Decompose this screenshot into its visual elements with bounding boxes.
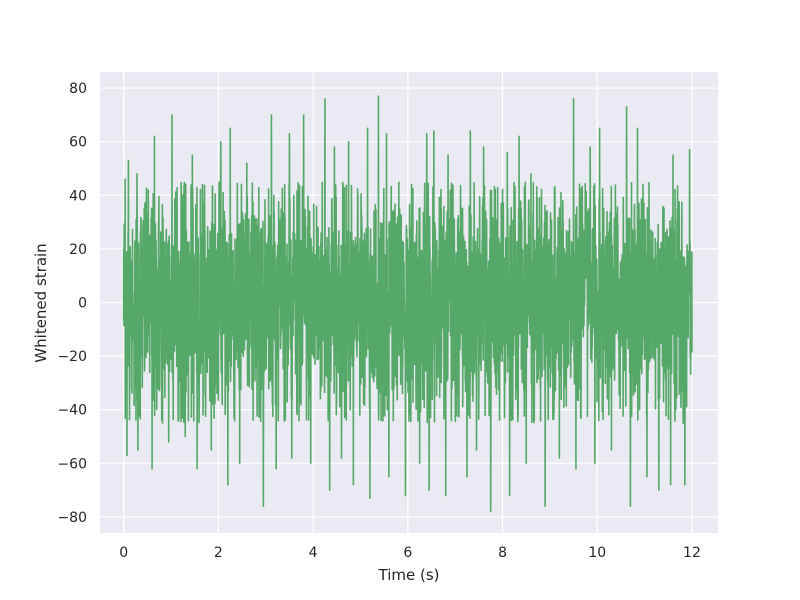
y-tick-label: −40 bbox=[57, 403, 87, 419]
x-tick-label: 2 bbox=[214, 545, 223, 561]
x-tick-label: 0 bbox=[119, 545, 128, 561]
x-tick-label: 12 bbox=[683, 545, 701, 561]
y-tick-label: −60 bbox=[57, 456, 87, 472]
y-tick-label: 40 bbox=[69, 188, 87, 204]
y-tick-label: 20 bbox=[69, 242, 87, 258]
x-tick-label: 8 bbox=[498, 545, 507, 561]
whitened-strain-series-line bbox=[122, 95, 693, 513]
y-tick-label: −20 bbox=[57, 349, 87, 365]
x-tick-labels: 0 2 4 6 8 10 12 bbox=[119, 545, 701, 561]
y-tick-label: 60 bbox=[69, 135, 87, 151]
y-tick-label: −80 bbox=[57, 510, 87, 526]
x-tick-label: 10 bbox=[588, 545, 606, 561]
y-tick-label: 0 bbox=[78, 296, 87, 312]
y-tick-labels: −80 −60 −40 −20 0 20 40 60 80 bbox=[57, 81, 87, 526]
x-tick-label: 6 bbox=[403, 545, 412, 561]
x-axis-label: Time (s) bbox=[378, 566, 440, 584]
series-group bbox=[122, 95, 693, 513]
y-tick-label: 80 bbox=[69, 81, 87, 97]
y-axis-label: Whitened strain bbox=[32, 243, 50, 362]
x-tick-label: 4 bbox=[309, 545, 318, 561]
